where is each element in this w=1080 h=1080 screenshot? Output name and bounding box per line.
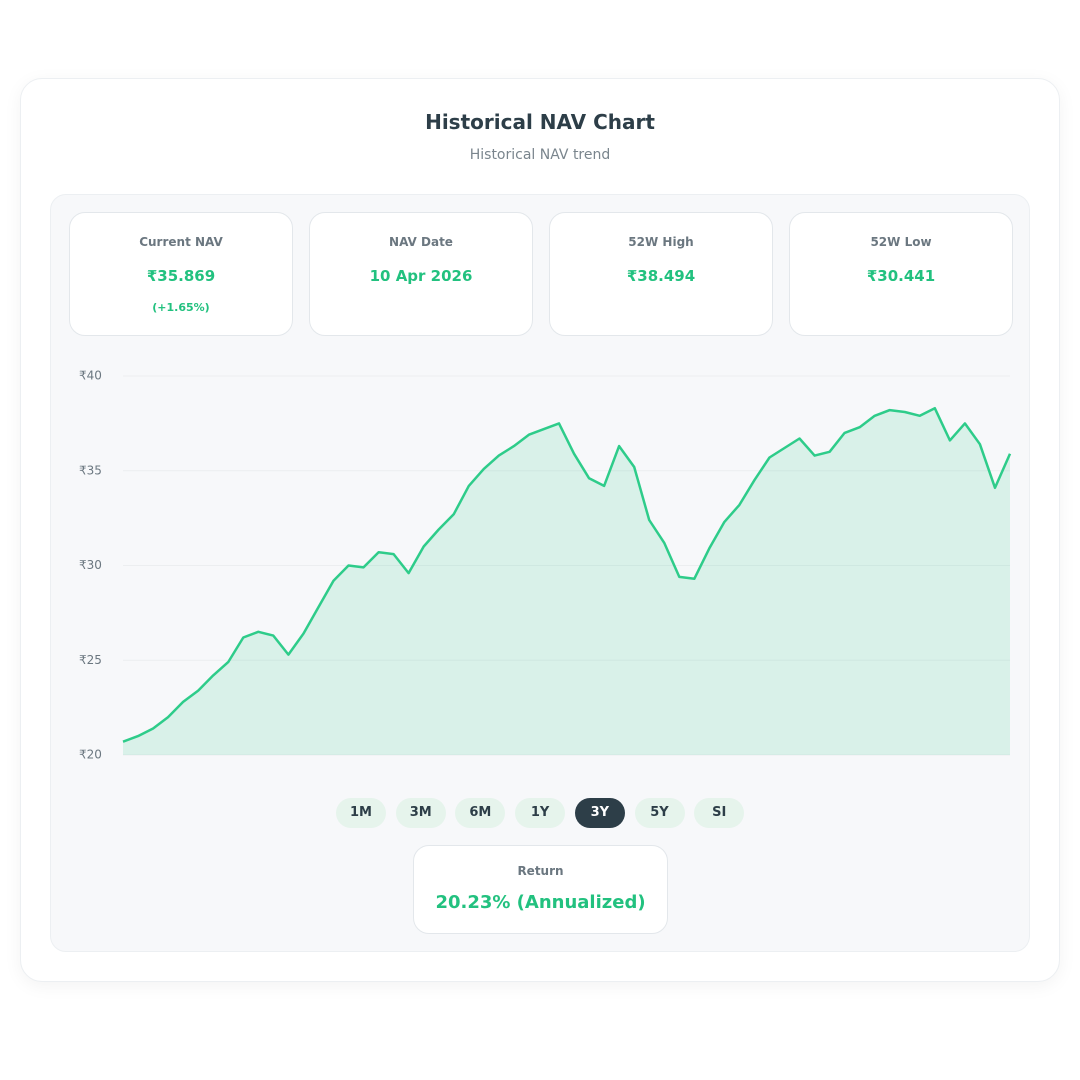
return-label: Return — [517, 864, 564, 878]
stat-card: Current NAV ₹35.869 (+1.65%) — [69, 212, 293, 336]
range-button[interactable]: 5Y — [634, 798, 685, 828]
y-tick-label: ₹25 — [79, 653, 102, 667]
return-value: 20.23% (Annualized) — [435, 892, 646, 913]
range-button[interactable]: 3M — [395, 798, 446, 828]
chart: ₹20 ₹25 ₹30 ₹35 ₹40 — [79, 369, 1012, 762]
stat-value: 10 Apr 2026 — [369, 267, 473, 285]
y-tick-label: ₹35 — [79, 463, 102, 477]
stat-label: 52W High — [628, 235, 694, 249]
return-box: Return 20.23% (Annualized) — [413, 845, 668, 934]
stat-label: NAV Date — [389, 235, 453, 249]
stat-value: ₹30.441 — [866, 267, 936, 285]
title: Historical NAV Chart — [425, 110, 655, 134]
stat-label: 52W Low — [870, 235, 932, 249]
range-button[interactable]: 3Y — [574, 798, 625, 828]
stat-card: 52W Low ₹30.441 — [789, 212, 1013, 336]
subtitle: Historical NAV trend — [469, 147, 611, 163]
stat-label: Current NAV — [139, 235, 223, 249]
range-button[interactable]: 1Y — [515, 798, 566, 828]
stat-card: 52W High ₹38.494 — [549, 212, 773, 336]
y-tick-label: ₹30 — [79, 558, 102, 572]
nav-line — [122, 406, 1012, 743]
stat-change: (+1.65%) — [152, 301, 210, 314]
stat-card: NAV Date 10 Apr 2026 — [309, 212, 533, 336]
y-tick-label: ₹20 — [79, 748, 102, 762]
area-fill — [123, 408, 1010, 755]
y-tick-label: ₹40 — [79, 369, 102, 383]
range-button[interactable]: 1M — [336, 798, 386, 828]
range-button[interactable]: SI — [694, 798, 745, 828]
range-button[interactable]: 6M — [455, 798, 506, 828]
stat-value: ₹38.494 — [626, 267, 696, 285]
stat-value: ₹35.869 — [146, 267, 216, 285]
